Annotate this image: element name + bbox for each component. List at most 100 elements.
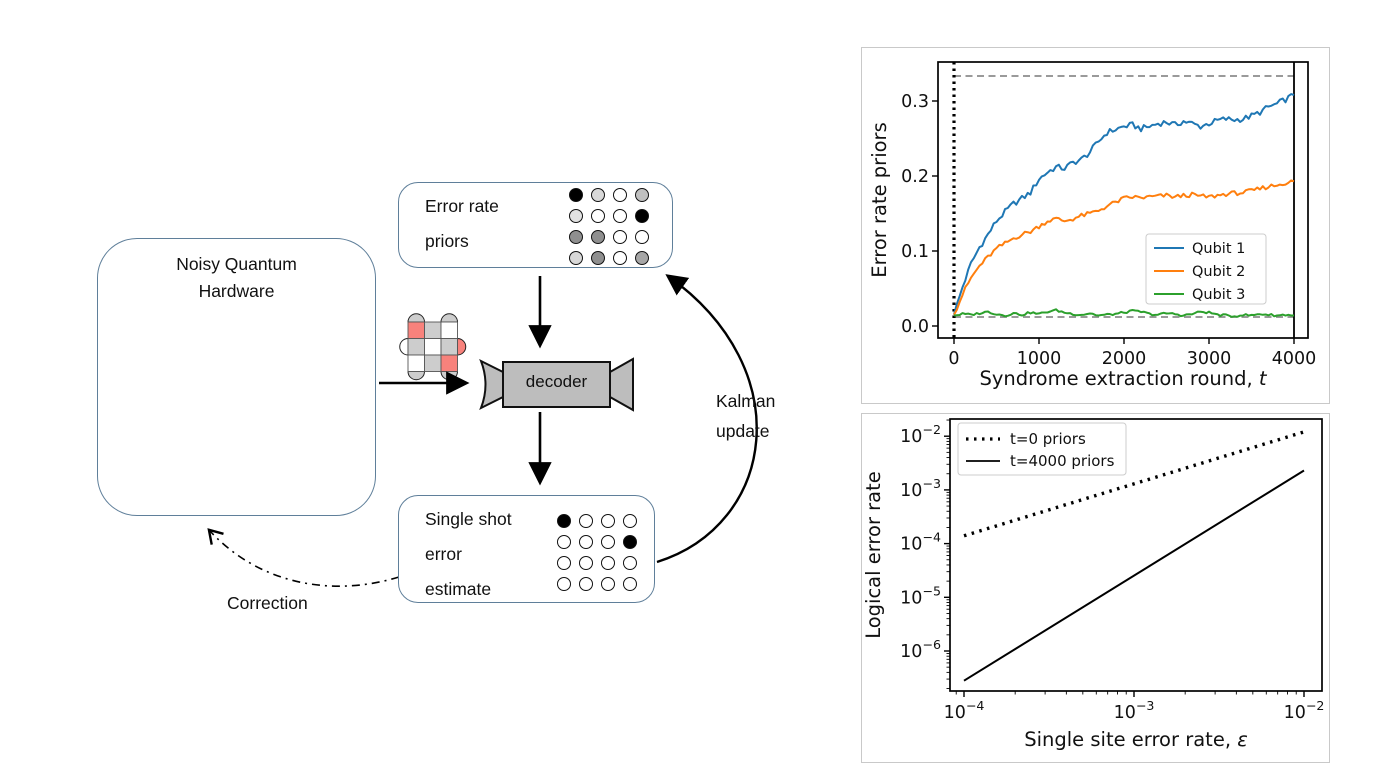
estimate-label-line2: error	[425, 544, 462, 564]
series-qubit-1	[953, 93, 1295, 316]
kalman-label-line2: update	[716, 421, 770, 441]
x-tick-label: 2000	[1102, 349, 1147, 369]
legend-label: Qubit 3	[1192, 287, 1245, 303]
qubit-dot	[569, 188, 583, 202]
qubit-dot	[591, 209, 605, 223]
estimate-box-label: Single shot error estimate	[425, 502, 512, 607]
qubit-dot	[557, 577, 571, 591]
qubit-dot	[579, 514, 593, 528]
log-tick-label: 10−2	[1284, 698, 1325, 723]
log-tick-label: 10−2	[900, 422, 941, 447]
y-axis-label: Logical error rate	[862, 471, 885, 639]
x-tick-label: 1000	[1017, 349, 1062, 369]
series-qubit-3	[953, 308, 1294, 318]
axes-frame	[949, 418, 1323, 692]
qubit-dot	[591, 188, 605, 202]
x-tick-label: 4000	[1272, 349, 1317, 369]
hardware-title-line2: Hardware	[198, 281, 275, 301]
qubit-dot	[635, 230, 649, 244]
error-rate-priors-chart: 0 1000 2000 3000 4000 0.0 0.1 0.2 0.3 Syndrome ex…	[868, 61, 1317, 390]
qubit-dot	[623, 535, 637, 549]
qubit-dot	[613, 188, 627, 202]
noisy-quantum-hardware-box: Noisy Quantum Hardware	[97, 238, 376, 516]
hardware-box-title: Noisy Quantum Hardware	[98, 251, 375, 305]
x-axis-label: Single site error rate, ε	[1024, 728, 1248, 751]
hardware-title-line1: Noisy Quantum	[176, 254, 297, 274]
x-tick-label: 0	[948, 349, 959, 369]
legend-label: t=4000 priors	[1010, 452, 1115, 470]
logical-error-rate-chart: 10−4 10−3 10−2 10−2 10−3 10−4 10−5 10−6 Single s…	[862, 418, 1325, 751]
qubit-dot	[557, 514, 571, 528]
qubit-dot	[569, 230, 583, 244]
stabilizer-cell	[424, 338, 442, 356]
qubit-dot	[623, 514, 637, 528]
stabilizer-bump	[407, 371, 426, 381]
qubit-dot	[579, 535, 593, 549]
logical-error-rate-plot-panel: 10−4 10−3 10−2 10−2 10−3 10−4 10−5 10−6 Single s…	[861, 413, 1330, 763]
stabilizer-bump	[440, 371, 459, 381]
qubit-dot	[601, 535, 615, 549]
axes-frame	[937, 61, 1309, 339]
y-tick-label: 0.1	[901, 242, 929, 262]
series-t-0-priors	[963, 430, 1305, 538]
priors-box-label: Error rate priors	[425, 189, 499, 259]
series-t-4000-priors	[963, 469, 1305, 682]
qubit-dot	[591, 230, 605, 244]
decoder-right-funnel	[609, 357, 634, 412]
kalman-update-arrow	[656, 274, 758, 564]
decoder-icon	[479, 357, 634, 412]
legend-label: Qubit 2	[1192, 264, 1245, 280]
stabilizer-cell	[440, 338, 458, 356]
kalman-label-line1: Kalman	[716, 391, 776, 411]
qubit-dot	[613, 230, 627, 244]
log-tick-label: 10−4	[900, 530, 941, 555]
stabilizer-cell	[407, 354, 425, 372]
qubit-dot	[569, 209, 583, 223]
stabilizer-cell	[407, 338, 425, 356]
estimate-dot-matrix	[557, 514, 637, 591]
syndrome-mini-lattice-icon	[399, 313, 467, 381]
stabilizer-cell	[440, 321, 458, 339]
log-tick-label: 10−5	[900, 583, 941, 608]
estimate-label-line3: estimate	[425, 579, 492, 599]
y-tick-label: 0.0	[901, 317, 929, 337]
x-axis-label: Syndrome extraction round, t	[979, 367, 1267, 390]
qubit-dot	[557, 535, 571, 549]
priors-dot-matrix	[569, 188, 649, 265]
stabilizer-cell	[424, 354, 442, 372]
legend-label: Qubit 1	[1192, 241, 1245, 257]
log-tick-label: 10−4	[944, 698, 985, 723]
single-shot-error-estimate-box: Single shot error estimate	[398, 495, 655, 603]
qubit-dot	[635, 251, 649, 265]
legend-box	[1145, 233, 1267, 305]
x-tick-label: 3000	[1187, 349, 1232, 369]
correction-label-text: Correction	[227, 593, 308, 613]
qubit-dot	[601, 514, 615, 528]
log-tick-label: 10−3	[900, 476, 941, 501]
qubit-dot	[635, 209, 649, 223]
stabilizer-cell	[440, 354, 458, 372]
qubit-dot	[557, 556, 571, 570]
stabilizer-cell	[407, 321, 425, 339]
decoder-label: decoder	[525, 372, 588, 391]
qubit-dot	[635, 188, 649, 202]
qubit-dot	[579, 577, 593, 591]
correction-arrow	[207, 528, 400, 587]
priors-label-line1: Error rate	[425, 196, 499, 216]
y-tick-label: 0.3	[901, 92, 929, 112]
decoder-left-funnel	[479, 358, 504, 411]
stabilizer-cell	[424, 321, 442, 339]
stabilizer-bump	[457, 337, 467, 356]
qubit-dot	[623, 577, 637, 591]
qubit-dot	[569, 251, 583, 265]
legend-box	[957, 422, 1127, 476]
legend-label: t=0 priors	[1010, 430, 1086, 448]
stabilizer-bump	[407, 313, 426, 323]
kalman-update-label: Kalman update	[716, 386, 775, 446]
correction-label: Correction	[227, 588, 308, 618]
log-tick-label: 10−3	[1114, 698, 1155, 723]
qubit-dot	[591, 251, 605, 265]
estimate-label-line1: Single shot	[425, 509, 512, 529]
qubit-dot	[601, 577, 615, 591]
